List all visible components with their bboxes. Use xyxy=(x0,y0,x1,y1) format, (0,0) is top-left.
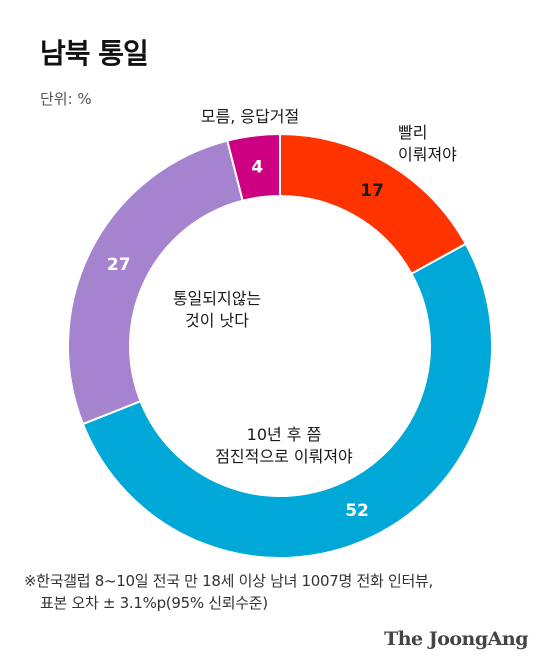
slice-1 xyxy=(81,242,493,559)
slice-value-3: 4 xyxy=(251,157,263,177)
slice-2 xyxy=(67,139,244,426)
center-label-0: 통일되지않는 xyxy=(173,289,261,308)
slice-value-1: 52 xyxy=(345,501,369,521)
slice-value-2: 27 xyxy=(107,255,131,275)
slice-label-0-0: 빨리 xyxy=(398,123,427,142)
slice-3 xyxy=(226,132,281,202)
unit-label: 단위: % xyxy=(40,90,92,108)
brand-logo: The JoongAng xyxy=(384,628,528,650)
note-line-1: ※한국갤럽 8~10일 전국 만 18세 이상 남녀 1007명 전화 인터뷰, xyxy=(24,572,433,590)
chart-title: 남북 통일 xyxy=(40,37,149,70)
center-label-1: 것이 낫다 xyxy=(185,311,249,330)
slice-label-1-0: 10년 후 쯤 xyxy=(247,425,322,444)
slice-value-0: 17 xyxy=(360,181,384,201)
survey-note: ※한국갤럽 8~10일 전국 만 18세 이상 남녀 1007명 전화 인터뷰,… xyxy=(24,570,433,614)
slice-label-3-0: 모름, 응답거절 xyxy=(201,107,300,126)
slice-label-0-1: 이뤄져야 xyxy=(398,145,457,164)
slice-label-1-1: 점진적으로 이뤄져야 xyxy=(215,447,353,466)
note-line-2: 표본 오차 ± 3.1%p(95% 신뢰수준) xyxy=(40,594,268,612)
